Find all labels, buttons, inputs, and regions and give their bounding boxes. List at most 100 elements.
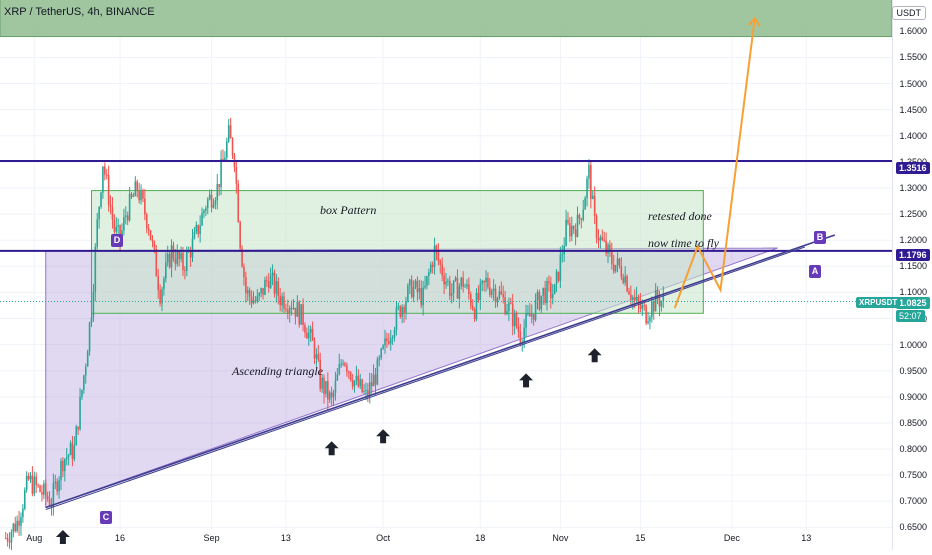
candle-body: [31, 475, 34, 494]
candle-body: [527, 313, 529, 315]
time-tick: 13: [801, 533, 812, 543]
candle-body: [447, 280, 449, 282]
candle-body: [23, 490, 26, 509]
time-tick: 18: [475, 533, 486, 543]
candle-body: [441, 264, 443, 276]
candle-body: [502, 294, 504, 298]
candle-body: [229, 125, 232, 139]
candle-body: [346, 365, 348, 372]
price-tick: 1.2000: [899, 235, 927, 246]
candle-body: [405, 301, 407, 313]
chart-title: XRP / TetherUS, 4h, BINANCE: [4, 6, 155, 18]
candle-body: [578, 214, 581, 219]
candle-body: [20, 517, 22, 526]
candle-body: [611, 251, 613, 265]
candle-body: [376, 359, 379, 385]
candle-body: [496, 298, 499, 303]
candle-body: [567, 219, 569, 224]
candle-body: [641, 305, 644, 309]
candle-body: [435, 245, 438, 252]
candle-body: [309, 328, 312, 333]
candle-body: [570, 226, 573, 237]
price-scale[interactable]: 1.6000 1.5500 1.5000 1.4500 1.4000 1.3500 1.30…: [892, 0, 932, 550]
candle-body: [182, 252, 184, 271]
price-tick: 0.9000: [899, 391, 927, 402]
level-badge-1: 1.3516: [896, 162, 930, 174]
candle-body: [408, 279, 411, 286]
candle-body: [44, 483, 47, 497]
candle-body: [313, 340, 316, 359]
currency-label[interactable]: USDT: [891, 6, 926, 20]
candle-body: [130, 193, 133, 197]
candle-body: [220, 158, 222, 188]
candle-body: [662, 296, 665, 302]
price-tick: 0.6500: [899, 522, 927, 533]
candle-body: [92, 291, 95, 318]
candle-body: [532, 314, 535, 320]
candle-body: [422, 287, 424, 306]
candle-body: [176, 251, 179, 264]
candle-body: [285, 308, 287, 310]
candle-body: [212, 204, 215, 208]
candle-body: [311, 328, 314, 341]
candle-body: [479, 283, 482, 300]
candle-body: [142, 190, 144, 199]
candle-body: [416, 280, 419, 293]
candle-body: [658, 298, 661, 307]
candle-body: [365, 390, 367, 392]
candle-body: [123, 216, 125, 231]
price-tick: 1.3000: [899, 182, 927, 193]
price-tick: 0.9500: [899, 365, 927, 376]
price-tick: 1.5000: [899, 78, 927, 89]
candle-body: [511, 303, 514, 327]
candle-body: [153, 241, 156, 250]
candle-body: [39, 485, 41, 493]
candle-body: [397, 306, 400, 308]
candle-body: [111, 207, 114, 220]
candle-body: [349, 371, 352, 381]
candle-body: [483, 280, 485, 283]
candle-body: [635, 296, 638, 301]
candle-body: [572, 226, 575, 230]
candle-body: [498, 291, 501, 299]
candle-body: [565, 219, 567, 246]
candle-body: [504, 297, 506, 314]
candle-body: [660, 301, 663, 307]
time-tick: Nov: [552, 533, 569, 543]
candle-body: [288, 307, 291, 313]
candle-body: [622, 277, 625, 283]
time-tick: Dec: [723, 533, 740, 543]
candle-body: [6, 538, 9, 542]
candle-body: [597, 238, 600, 241]
candle-body: [256, 296, 259, 302]
candle-body: [481, 280, 484, 284]
candle-body: [73, 445, 76, 459]
candle-body: [56, 481, 58, 492]
candle-body: [271, 272, 274, 276]
candle-body: [222, 158, 224, 161]
candle-body: [189, 250, 192, 258]
candle-body: [342, 363, 344, 365]
candle-body: [530, 314, 533, 317]
candle-body: [637, 296, 640, 303]
candle-body: [4, 537, 7, 539]
candle-body: [574, 229, 577, 237]
candle-body: [458, 286, 461, 299]
candle-body: [102, 166, 104, 193]
box-pattern-label: box Pattern: [320, 203, 377, 217]
candle-body: [643, 305, 646, 307]
price-tick: 0.7000: [899, 496, 927, 507]
candle-body: [449, 280, 451, 296]
candle-body: [292, 307, 295, 309]
candle-body: [647, 321, 649, 324]
candle-body: [332, 392, 335, 398]
candle-body: [519, 331, 522, 343]
candle-body: [168, 254, 171, 268]
up-arrow: [55, 530, 70, 544]
candle-body: [94, 246, 97, 292]
candle-body: [410, 279, 413, 298]
candle-body: [523, 327, 525, 343]
candle-body: [155, 249, 158, 277]
candle-body: [41, 492, 43, 495]
candle-body: [157, 276, 159, 290]
